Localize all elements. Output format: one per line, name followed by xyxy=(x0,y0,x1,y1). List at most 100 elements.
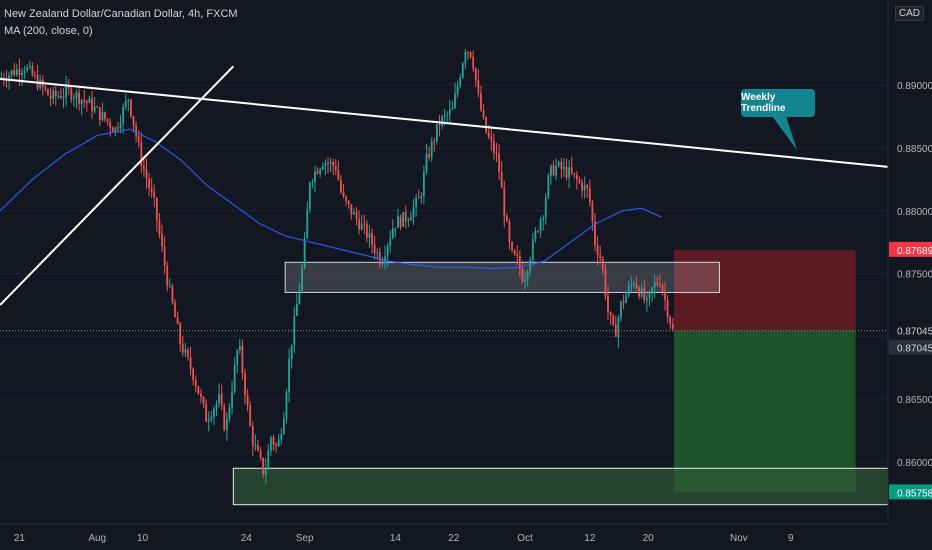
candle-down xyxy=(565,166,568,178)
stop-price-label-bg xyxy=(889,241,932,257)
candle-down xyxy=(223,405,226,431)
candle-up xyxy=(425,154,428,173)
candle-up xyxy=(264,469,267,475)
candle-up xyxy=(617,317,620,337)
candle-down xyxy=(552,165,555,176)
candle-down xyxy=(404,212,407,222)
candle-up xyxy=(207,419,210,422)
indicator-label[interactable]: MA (200, close, 0) xyxy=(4,25,93,37)
weekly-trendline[interactable] xyxy=(0,77,889,168)
candle-up xyxy=(555,165,558,176)
last-price-label: 0.87045 xyxy=(897,327,932,338)
candle-up xyxy=(423,172,425,196)
demand-zone[interactable] xyxy=(232,467,889,506)
x-tick-label: Sep xyxy=(296,533,314,544)
candle-down xyxy=(148,178,150,189)
candle-up xyxy=(212,408,215,418)
candle-down xyxy=(518,256,521,269)
candle-down xyxy=(467,52,469,54)
candle-up xyxy=(288,359,290,393)
candle-up xyxy=(308,182,311,210)
candle-down xyxy=(163,246,166,266)
candle-down xyxy=(176,317,179,324)
candle-down xyxy=(345,196,348,201)
candle-down xyxy=(371,232,373,245)
candle-down xyxy=(666,299,669,317)
candle-up xyxy=(583,185,586,191)
candle-down xyxy=(474,68,477,81)
candle-up xyxy=(542,217,545,220)
candle-up xyxy=(461,63,464,78)
candle-down xyxy=(575,174,578,180)
candle-up xyxy=(228,407,231,419)
candle-down xyxy=(594,221,596,246)
candle-up xyxy=(314,171,316,182)
candle-down xyxy=(106,119,109,122)
resistance-zone[interactable] xyxy=(284,261,720,293)
candle-down xyxy=(272,437,275,445)
candle-up xyxy=(640,288,643,297)
rising-trendline[interactable] xyxy=(0,65,235,306)
candle-down xyxy=(586,185,589,189)
candle-down xyxy=(622,301,625,303)
candle-up xyxy=(168,285,171,287)
candle-down xyxy=(599,255,602,259)
candle-up xyxy=(277,439,280,446)
candle-up xyxy=(412,206,415,218)
candle-down xyxy=(166,265,169,287)
candle-up xyxy=(324,163,327,166)
candle-down xyxy=(54,90,57,97)
candle-up xyxy=(402,212,405,227)
candle-down xyxy=(200,394,202,398)
candle-down xyxy=(607,295,609,312)
candle-up xyxy=(270,437,272,451)
candle-down xyxy=(604,269,607,296)
candle-up xyxy=(446,114,449,116)
take-profit-zone xyxy=(674,330,856,493)
candle-down xyxy=(378,252,381,265)
candle-down xyxy=(573,173,576,175)
x-tick-label: Oct xyxy=(517,533,533,544)
candle-up xyxy=(93,106,96,112)
candle-down xyxy=(537,231,539,233)
candle-up xyxy=(568,167,570,178)
candle-down xyxy=(340,179,342,193)
candle-up xyxy=(550,165,552,176)
candle-down xyxy=(150,188,153,192)
candle-up xyxy=(544,197,547,218)
candle-down xyxy=(192,368,195,380)
candle-up xyxy=(15,69,18,76)
candle-down xyxy=(104,112,106,120)
candle-up xyxy=(630,284,633,287)
symbol-title[interactable]: New Zealand Dollar/Canadian Dollar, 4h, … xyxy=(4,8,238,20)
candle-down xyxy=(469,52,472,58)
candle-down xyxy=(358,219,360,230)
y-tick-label: 0.88500 xyxy=(897,144,932,155)
candle-down xyxy=(612,315,615,325)
candle-down xyxy=(251,425,254,446)
y-tick-label: 0.87500 xyxy=(897,270,932,281)
candle-down xyxy=(194,379,197,387)
candle-up xyxy=(539,219,542,232)
candle-down xyxy=(498,153,500,173)
currency-badge[interactable]: CAD xyxy=(894,6,924,21)
x-tick-label: 24 xyxy=(241,533,253,544)
x-tick-label: 22 xyxy=(448,533,460,544)
x-tick-label: Nov xyxy=(730,533,748,544)
x-tick-label: 9 xyxy=(788,533,794,544)
candle-down xyxy=(337,170,340,180)
candle-down xyxy=(578,179,581,183)
candle-down xyxy=(560,162,563,170)
candle-up xyxy=(280,433,283,440)
candle-up xyxy=(236,350,239,366)
candle-up xyxy=(456,85,459,94)
candle-down xyxy=(109,121,112,128)
candle-up xyxy=(321,165,324,170)
moving-average-line xyxy=(0,128,662,270)
candle-up xyxy=(360,223,363,230)
candle-up xyxy=(62,96,65,99)
candle-down xyxy=(174,302,176,318)
candle-up xyxy=(386,245,389,257)
